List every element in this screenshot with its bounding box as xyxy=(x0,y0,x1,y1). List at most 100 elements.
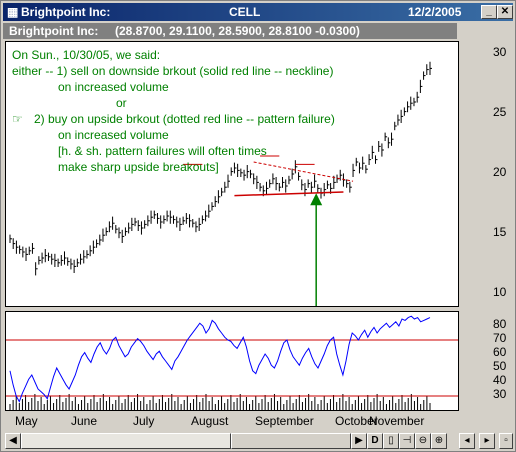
zoom-out-icon[interactable]: ⊖ xyxy=(415,433,431,449)
zoom-in-icon[interactable]: ⊕ xyxy=(431,433,447,449)
scroll-track[interactable] xyxy=(21,433,231,449)
close-button[interactable]: ✕ xyxy=(497,5,513,19)
price-bar xyxy=(272,173,275,185)
breakout-arrow-head xyxy=(310,193,323,206)
bottom-toolbar: ◀ ▶ D ▯ ⊣ ⊖ ⊕ ◂ ▸ ▫ xyxy=(3,431,515,451)
price-bar xyxy=(301,179,304,191)
price-bar xyxy=(105,227,109,236)
price-bar xyxy=(115,225,118,234)
indicator-panel[interactable] xyxy=(5,311,459,411)
price-bar xyxy=(35,262,38,276)
page-left-icon[interactable]: ◂ xyxy=(459,433,475,449)
price-bar xyxy=(326,180,330,189)
price-bar xyxy=(166,210,170,222)
period-button[interactable]: D xyxy=(367,433,383,449)
price-bar xyxy=(211,202,214,211)
minimize-button[interactable]: _ xyxy=(481,5,497,19)
price-bar xyxy=(198,217,202,231)
indicator-axis-tick: 40 xyxy=(493,373,507,387)
subheader-name: Brightpoint Inc: xyxy=(9,24,99,38)
indicator-chart xyxy=(6,315,458,410)
price-bar xyxy=(22,246,25,258)
price-bar xyxy=(28,246,32,255)
indicator-axis-tick: 30 xyxy=(493,387,507,401)
price-bar xyxy=(256,175,259,189)
price-bar xyxy=(131,217,134,231)
chart-type-icon[interactable]: ▯ xyxy=(383,433,399,449)
price-bar xyxy=(179,217,182,231)
price-bar xyxy=(147,215,150,227)
price-bar xyxy=(358,162,362,174)
price-bar xyxy=(269,179,272,188)
price-bar xyxy=(80,253,83,265)
price-bar xyxy=(134,217,138,227)
annotation-line: ☞ 2) buy on upside brkout (dotted red lin… xyxy=(12,111,335,127)
price-axis-tick: 25 xyxy=(493,105,507,119)
price-chart-panel[interactable] xyxy=(5,41,459,307)
price-bar xyxy=(96,239,99,248)
price-bar xyxy=(362,156,365,170)
price-bar xyxy=(112,216,115,230)
price-bar xyxy=(259,183,263,192)
price-bar xyxy=(378,141,381,152)
price-bar xyxy=(86,250,89,259)
price-bar xyxy=(156,213,160,224)
price-bar xyxy=(224,181,227,193)
price-axis-tick: 15 xyxy=(493,225,507,239)
price-bar xyxy=(294,160,298,174)
annotation-line: On Sun., 10/30/05, we said: xyxy=(12,48,161,62)
price-bar xyxy=(243,169,247,181)
annotation-line: either -- 1) sell on downside brkout (so… xyxy=(12,64,334,78)
price-bar xyxy=(15,240,19,254)
window-icon: ▦ xyxy=(7,5,19,19)
price-axis-tick: 30 xyxy=(493,45,507,59)
window-date: 12/2/2005 xyxy=(408,5,462,19)
page-right-icon[interactable]: ▸ xyxy=(479,433,495,449)
price-bar xyxy=(249,169,253,179)
price-bar xyxy=(282,177,285,188)
price-bar xyxy=(397,114,400,126)
price-bar xyxy=(9,234,12,243)
price-bar xyxy=(407,101,410,113)
price-bar xyxy=(121,229,125,243)
price-bar xyxy=(278,183,282,192)
price-bar xyxy=(189,214,192,228)
price-bar xyxy=(227,174,231,188)
price-bar xyxy=(208,204,211,218)
price-bar xyxy=(54,253,57,267)
price-bar xyxy=(317,184,320,193)
price-bar xyxy=(230,167,234,176)
scroll-thumb[interactable] xyxy=(231,433,351,449)
price-bar xyxy=(57,258,61,267)
price-bar xyxy=(73,259,77,273)
date-axis-tick: October xyxy=(335,414,378,428)
price-bar xyxy=(64,251,67,265)
scroll-left-button[interactable]: ◀ xyxy=(5,433,21,449)
price-bar xyxy=(265,181,269,195)
annotation-line-text: 2) buy on upside brkout (dotted red line… xyxy=(34,112,335,126)
price-bar xyxy=(240,168,243,177)
price-bar xyxy=(173,215,176,224)
price-bar xyxy=(246,165,250,179)
price-bar xyxy=(25,247,29,261)
scroll-right-button[interactable]: ▶ xyxy=(351,433,367,449)
menu-icon[interactable]: ▫ xyxy=(499,433,513,449)
subheader-values: (28.8700, 29.1100, 28.5900, 28.8100 -0.0… xyxy=(115,24,360,38)
price-bar xyxy=(38,256,41,265)
window-title: Brightpoint Inc: xyxy=(21,5,111,19)
price-bar xyxy=(160,215,163,229)
price-bar xyxy=(333,175,336,189)
price-bar xyxy=(144,220,147,229)
price-bar xyxy=(137,220,141,231)
date-axis-tick: August xyxy=(191,414,229,428)
price-bar xyxy=(298,172,301,181)
price-bar xyxy=(31,243,35,254)
indicator-axis-tick: 60 xyxy=(493,345,507,359)
compress-icon[interactable]: ⊣ xyxy=(399,433,415,449)
title-bar: ▦ Brightpoint Inc: CELL 12/2/2005 _ ✕ xyxy=(3,3,513,21)
price-bar xyxy=(349,181,352,193)
price-bar xyxy=(128,222,131,234)
price-bar xyxy=(140,221,144,235)
price-bar xyxy=(310,181,314,193)
